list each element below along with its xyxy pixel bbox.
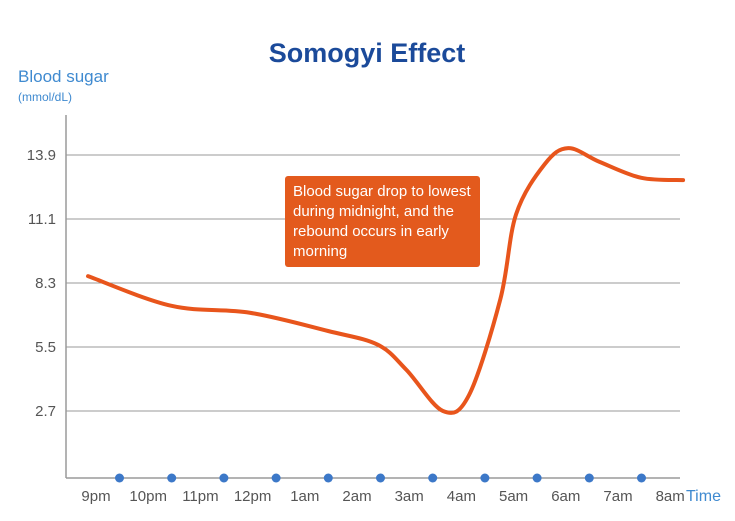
y-tick-label: 2.7 (35, 403, 56, 420)
x-tick-label: 3am (395, 488, 424, 505)
x-tick-label: 5am (499, 488, 528, 505)
annotation-box: Blood sugar drop to lowest during midnig… (285, 176, 480, 267)
x-tick-label: 12pm (234, 488, 272, 505)
y-axis-unit: (mmol/dL) (18, 90, 72, 104)
x-axis-marker (323, 473, 333, 483)
x-tick-label: 4am (447, 488, 476, 505)
y-tick-label: 5.5 (35, 339, 56, 356)
y-tick-label: 13.9 (27, 147, 56, 164)
chart-title: Somogyi Effect (269, 38, 466, 68)
x-axis-marker (428, 473, 438, 483)
x-axis-marker (637, 473, 646, 483)
y-tick-label: 8.3 (35, 275, 56, 292)
x-axis-marker (167, 473, 177, 483)
x-axis-marker (532, 473, 542, 483)
x-axis-marker (584, 473, 594, 483)
x-axis-marker (115, 473, 124, 483)
y-tick-label: 11.1 (28, 211, 56, 228)
x-tick-label: 9pm (81, 488, 110, 505)
y-axis-label: Blood sugar (18, 67, 109, 86)
x-tick-label: 10pm (129, 488, 167, 505)
x-axis-marker (480, 473, 490, 483)
x-tick-label: 7am (603, 488, 632, 505)
x-axis-marker (271, 473, 281, 483)
x-axis-label: Time (686, 488, 721, 505)
x-tick-label: 6am (551, 488, 580, 505)
x-tick-label: 2am (342, 488, 371, 505)
x-axis-marker (376, 473, 385, 483)
x-axis-marker (219, 473, 229, 483)
x-tick-label: 11pm (182, 488, 218, 505)
x-tick-label: 1am (290, 488, 319, 505)
x-tick-label: 8am (656, 488, 685, 505)
blood-sugar-line (86, 146, 686, 415)
